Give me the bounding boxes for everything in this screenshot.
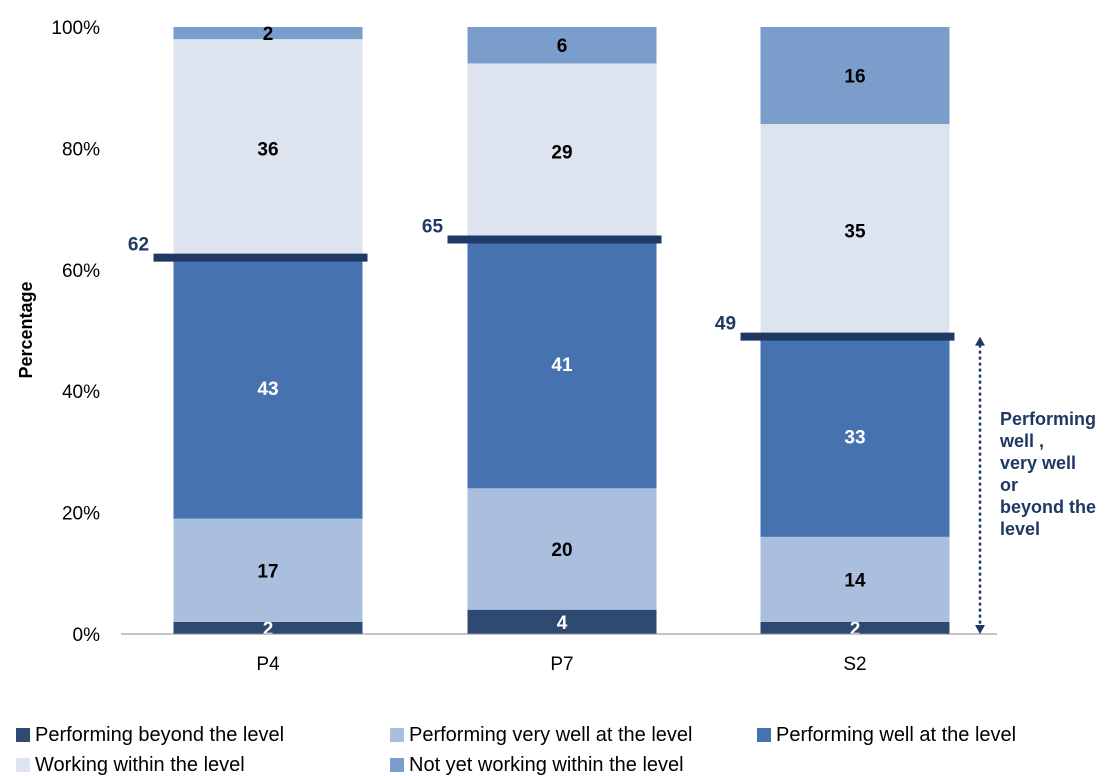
annotation-text: or xyxy=(1000,475,1018,495)
legend-label: Not yet working within the level xyxy=(409,754,684,776)
bar-segment xyxy=(467,239,657,489)
data-label: 16 xyxy=(844,67,865,88)
bar-segment xyxy=(467,609,657,634)
arrow-up-icon xyxy=(975,336,985,346)
data-label: 4 xyxy=(557,613,568,634)
data-label: 33 xyxy=(844,428,865,449)
legend-label: Performing beyond the level xyxy=(35,724,284,746)
legend: Performing beyond the level Performing ve… xyxy=(16,724,1016,776)
bar-segment xyxy=(173,39,363,258)
legend-label: Working within the level xyxy=(35,754,245,776)
y-axis-ticks: 0% 20% 40% 60% 80% 100% xyxy=(51,18,100,646)
average-marker-label: 62 xyxy=(128,235,149,256)
y-tick-label: 80% xyxy=(62,139,100,160)
average-marker-label: 49 xyxy=(715,314,736,335)
data-label: 6 xyxy=(557,36,568,57)
annotation-text: Performing xyxy=(1000,409,1096,429)
arrow-down-icon xyxy=(975,625,985,634)
annotation-text: well , xyxy=(999,431,1044,451)
bar-segment xyxy=(467,63,657,240)
annotation-text: very well xyxy=(1000,453,1076,473)
data-label: 36 xyxy=(257,139,278,160)
legend-swatch xyxy=(757,728,771,742)
data-label: 14 xyxy=(844,570,866,591)
data-label: 43 xyxy=(257,379,278,400)
bar-segment xyxy=(760,336,950,537)
bar-segment xyxy=(467,27,657,64)
x-tick-label: P4 xyxy=(256,654,280,675)
bars: 2 17 43 36 2 4 20 41 29 6 2 14 33 35 16 xyxy=(173,24,950,640)
y-tick-label: 40% xyxy=(62,382,100,403)
legend-swatch xyxy=(16,728,30,742)
bar-segment xyxy=(173,27,363,40)
average-marker-label: 65 xyxy=(422,216,444,237)
bar-segment xyxy=(173,621,363,634)
data-label: 17 xyxy=(257,561,278,582)
data-label: 41 xyxy=(551,355,573,376)
legend-swatch xyxy=(16,758,30,772)
data-label: 2 xyxy=(850,619,861,640)
legend-swatch xyxy=(390,728,404,742)
bar-segment xyxy=(173,518,363,622)
bar-segment xyxy=(760,536,950,622)
legend-label: Performing very well at the level xyxy=(409,724,692,746)
bar-segment xyxy=(467,488,657,610)
legend-label: Performing well at the level xyxy=(776,724,1016,746)
y-tick-label: 60% xyxy=(62,261,100,282)
y-tick-label: 0% xyxy=(73,625,101,646)
bar-segment xyxy=(760,27,950,125)
y-axis-label: Percentage xyxy=(16,281,36,378)
bar-segment xyxy=(760,621,950,634)
average-markers: 62 65 49 xyxy=(128,216,955,341)
x-tick-label: P7 xyxy=(550,654,573,675)
x-tick-label: S2 xyxy=(843,654,866,675)
data-label: 2 xyxy=(263,619,274,640)
x-axis-ticks: P4 P7 S2 xyxy=(256,654,866,675)
y-tick-label: 100% xyxy=(51,18,100,39)
legend-swatch xyxy=(390,758,404,772)
bar-segment xyxy=(173,257,363,519)
data-label: 29 xyxy=(551,142,572,163)
data-label: 20 xyxy=(551,540,572,561)
annotation-text: beyond the xyxy=(1000,497,1096,517)
y-tick-label: 20% xyxy=(62,504,100,525)
data-label: 35 xyxy=(844,221,866,242)
data-label: 2 xyxy=(263,24,274,45)
annotation-text: level xyxy=(1000,519,1040,539)
bar-segment xyxy=(760,124,950,337)
